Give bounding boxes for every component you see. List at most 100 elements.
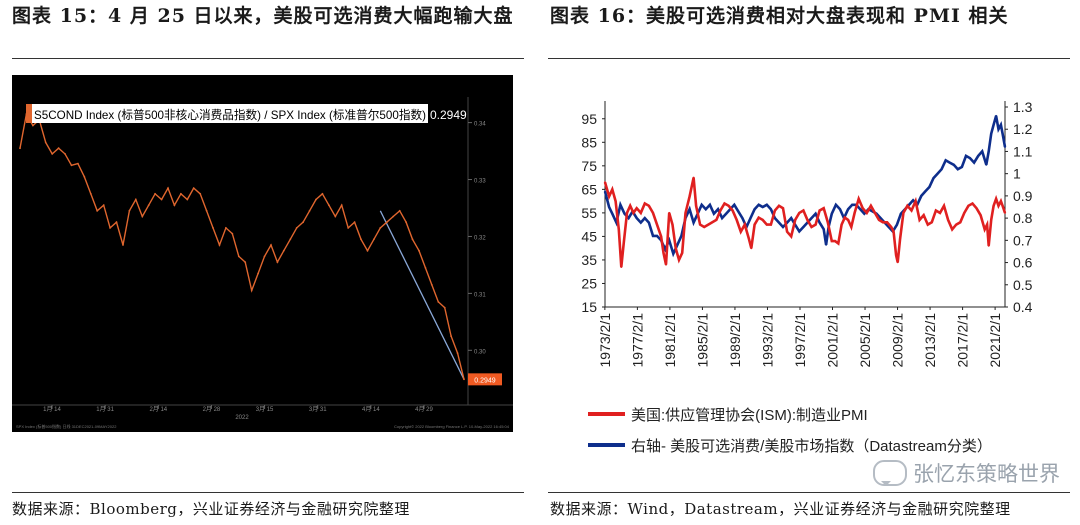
ratio-point xyxy=(430,283,433,286)
consumer-ratio-point xyxy=(987,150,990,153)
pmi-point xyxy=(1001,204,1004,207)
consumer-ratio-point xyxy=(604,190,606,193)
consumer-ratio-point xyxy=(704,208,707,211)
pmi-point xyxy=(652,211,654,214)
consumer-ratio-point xyxy=(992,123,995,126)
pmi-point xyxy=(955,223,958,226)
consumer-ratio-point xyxy=(802,226,805,228)
consumer-ratio-point xyxy=(956,168,959,171)
pmi-point xyxy=(786,230,789,233)
pmi-point xyxy=(773,209,776,212)
x-tick-label-3: 2月 28 xyxy=(203,406,221,413)
pmi-point xyxy=(665,263,667,266)
ratio-point xyxy=(392,215,395,218)
ratio-point xyxy=(398,209,401,212)
pmi-point xyxy=(790,235,793,238)
right-y-label-5: 0.9 xyxy=(1013,188,1033,204)
pmi-point xyxy=(765,223,768,226)
pmi-point xyxy=(947,218,950,221)
pmi-point xyxy=(723,202,726,205)
pmi-point xyxy=(782,207,784,210)
ratio-point xyxy=(180,192,182,195)
x-label-1: 1977/2/1 xyxy=(629,313,645,368)
pmi-point xyxy=(671,223,674,226)
pmi-point xyxy=(681,251,684,254)
pmi-point xyxy=(731,209,734,212)
pmi-point xyxy=(914,200,917,203)
ratio-point xyxy=(134,198,137,201)
consumer-ratio-point xyxy=(810,217,813,220)
pmi-point xyxy=(656,223,658,226)
pmi-point xyxy=(869,204,872,207)
pmi-point xyxy=(906,204,909,207)
bloomberg-chart-svg: 0.34 0.33 0.32 0.31 0.30 1月 14 1月 31 2月 14 2月 28… xyxy=(12,97,513,429)
chat-bubble-icon xyxy=(873,460,907,486)
ratio-point xyxy=(347,227,350,229)
ratio-point xyxy=(237,255,240,258)
ratio-point xyxy=(192,187,195,189)
consumer-ratio-point xyxy=(995,114,998,117)
right-chart-title: 图表 16：美股可选消费相对大盘表现和 PMI 相关 xyxy=(550,5,1009,27)
ratio-point xyxy=(302,221,304,224)
consumer-ratio-point xyxy=(969,157,971,160)
ratio-point xyxy=(437,301,440,303)
pmi-point xyxy=(711,221,714,224)
pmi-point xyxy=(802,209,805,212)
ratio-point xyxy=(411,238,414,241)
pmi-point xyxy=(643,202,646,205)
ratio-point xyxy=(128,209,131,212)
ratio-point xyxy=(83,175,86,178)
consumer-ratio-point xyxy=(899,212,902,215)
consumer-ratio-point xyxy=(623,212,626,215)
watermark: 张忆东策略世界 xyxy=(873,458,1060,488)
consumer-ratio-point xyxy=(818,221,821,224)
left-y-label-1: 25 xyxy=(581,275,597,291)
consumer-ratio-point xyxy=(825,243,828,246)
consumer-ratio-point xyxy=(712,212,715,215)
ratio-point xyxy=(353,221,356,224)
pmi-point xyxy=(684,211,687,214)
right-y-label-4: 0.8 xyxy=(1013,210,1033,226)
ratio-point xyxy=(173,204,176,207)
bloomberg-ratio-chart: 0.34 0.33 0.32 0.31 0.30 1月 14 1月 31 2月 14 2月 28… xyxy=(12,75,513,432)
ratio-point xyxy=(141,215,144,218)
pmi-point xyxy=(986,223,989,226)
consumer-ratio-point xyxy=(700,203,703,206)
pmi-point xyxy=(818,209,821,212)
y-tick-label-3: 0.31 xyxy=(474,292,486,298)
pmi-point xyxy=(979,214,982,217)
consumer-ratio-point xyxy=(990,132,993,135)
right-y-label-1: 0.5 xyxy=(1013,277,1033,293)
pmi-point xyxy=(668,211,671,214)
consumer-ratio-point xyxy=(652,234,654,237)
watermark-text: 张忆东策略世界 xyxy=(913,462,1060,486)
left-source-rule xyxy=(12,492,524,493)
pmi-point xyxy=(902,211,905,214)
ratio-point xyxy=(443,306,446,309)
pmi-point xyxy=(826,221,829,224)
pmi-point xyxy=(878,218,880,221)
ratio-point xyxy=(51,153,54,155)
pmi-point xyxy=(843,216,846,219)
x-tick-label-7: 4月 29 xyxy=(415,406,433,413)
y-tick-label-4: 0.30 xyxy=(474,349,486,355)
left-source-note: 数据来源：Bloomberg，兴业证券经济与金融研究院整理 xyxy=(12,500,410,518)
left-y-label-2: 35 xyxy=(581,252,597,268)
pmi-point xyxy=(692,176,695,179)
ratio-point xyxy=(199,192,202,195)
consumer-ratio-point xyxy=(749,217,752,220)
x-tick-label-5: 3月 31 xyxy=(309,406,327,413)
ratio-point xyxy=(334,215,337,218)
pmi-point xyxy=(959,221,962,224)
left-y-label-8: 95 xyxy=(581,111,597,127)
consumer-ratio-point xyxy=(895,223,898,226)
x-label-5: 1993/2/1 xyxy=(759,313,775,368)
pmi-point xyxy=(806,218,809,221)
ratio-point xyxy=(77,162,79,165)
x-label-11: 2017/2/1 xyxy=(955,313,971,368)
x-year-label: 2022 xyxy=(235,415,249,421)
x-tick-label-4: 3月 15 xyxy=(256,406,274,413)
x-tick-label-1: 1月 31 xyxy=(96,406,114,413)
right-y-label-7: 1.1 xyxy=(1013,143,1033,159)
consumer-ratio-point xyxy=(960,166,963,168)
